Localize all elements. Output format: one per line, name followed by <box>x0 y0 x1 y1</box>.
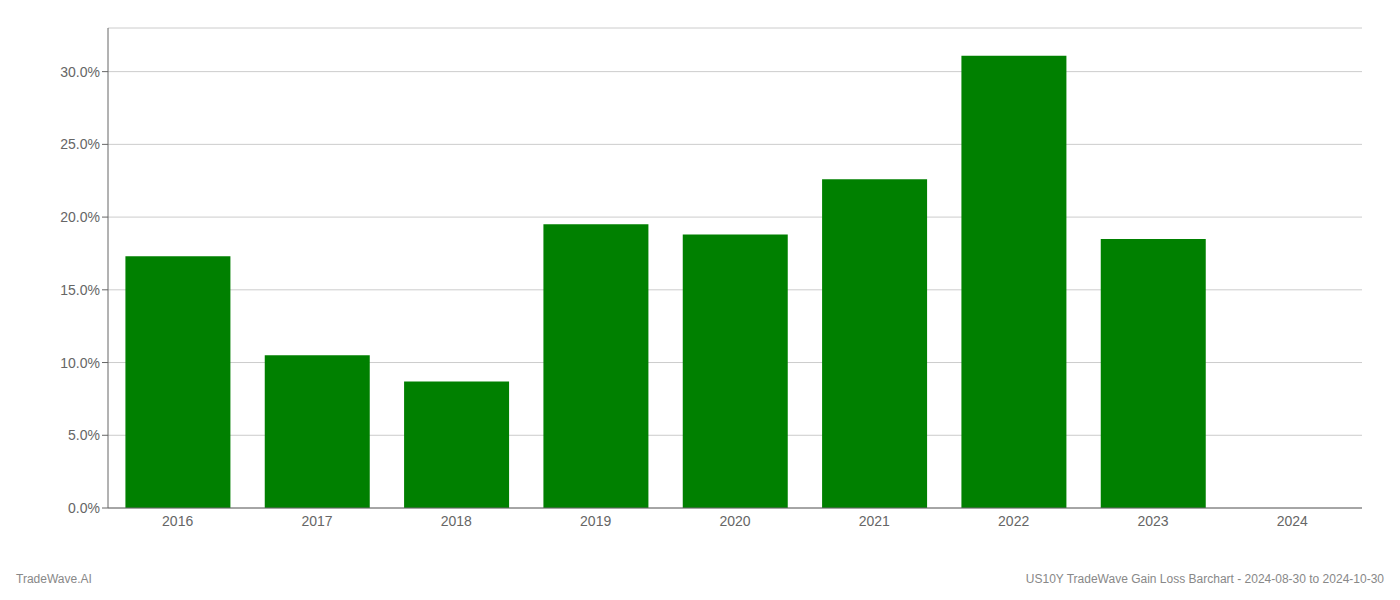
svg-text:2022: 2022 <box>998 513 1029 529</box>
svg-text:2016: 2016 <box>162 513 193 529</box>
html-text:TradeWave.AI: TradeWave.AI <box>16 572 92 586</box>
svg-text:2024: 2024 <box>1277 513 1308 529</box>
html-text:US10Y TradeWave Gain Loss Barc: US10Y TradeWave Gain Loss Barchart - 202… <box>1025 572 1384 586</box>
svg-text:2018: 2018 <box>441 513 472 529</box>
svg-text:10.0%: 10.0% <box>60 355 100 371</box>
svg-text:30.0%: 30.0% <box>60 64 100 80</box>
svg-text:2021: 2021 <box>859 513 890 529</box>
svg-text:5.0%: 5.0% <box>68 427 100 443</box>
svg-text:2023: 2023 <box>1137 513 1168 529</box>
svg-text:25.0%: 25.0% <box>60 136 100 152</box>
svg-text:2020: 2020 <box>719 513 750 529</box>
svg-text:0.0%: 0.0% <box>68 500 100 516</box>
svg-text:2019: 2019 <box>580 513 611 529</box>
svg-text:2017: 2017 <box>301 513 332 529</box>
svg-text:15.0%: 15.0% <box>60 282 100 298</box>
svg-text:20.0%: 20.0% <box>60 209 100 225</box>
